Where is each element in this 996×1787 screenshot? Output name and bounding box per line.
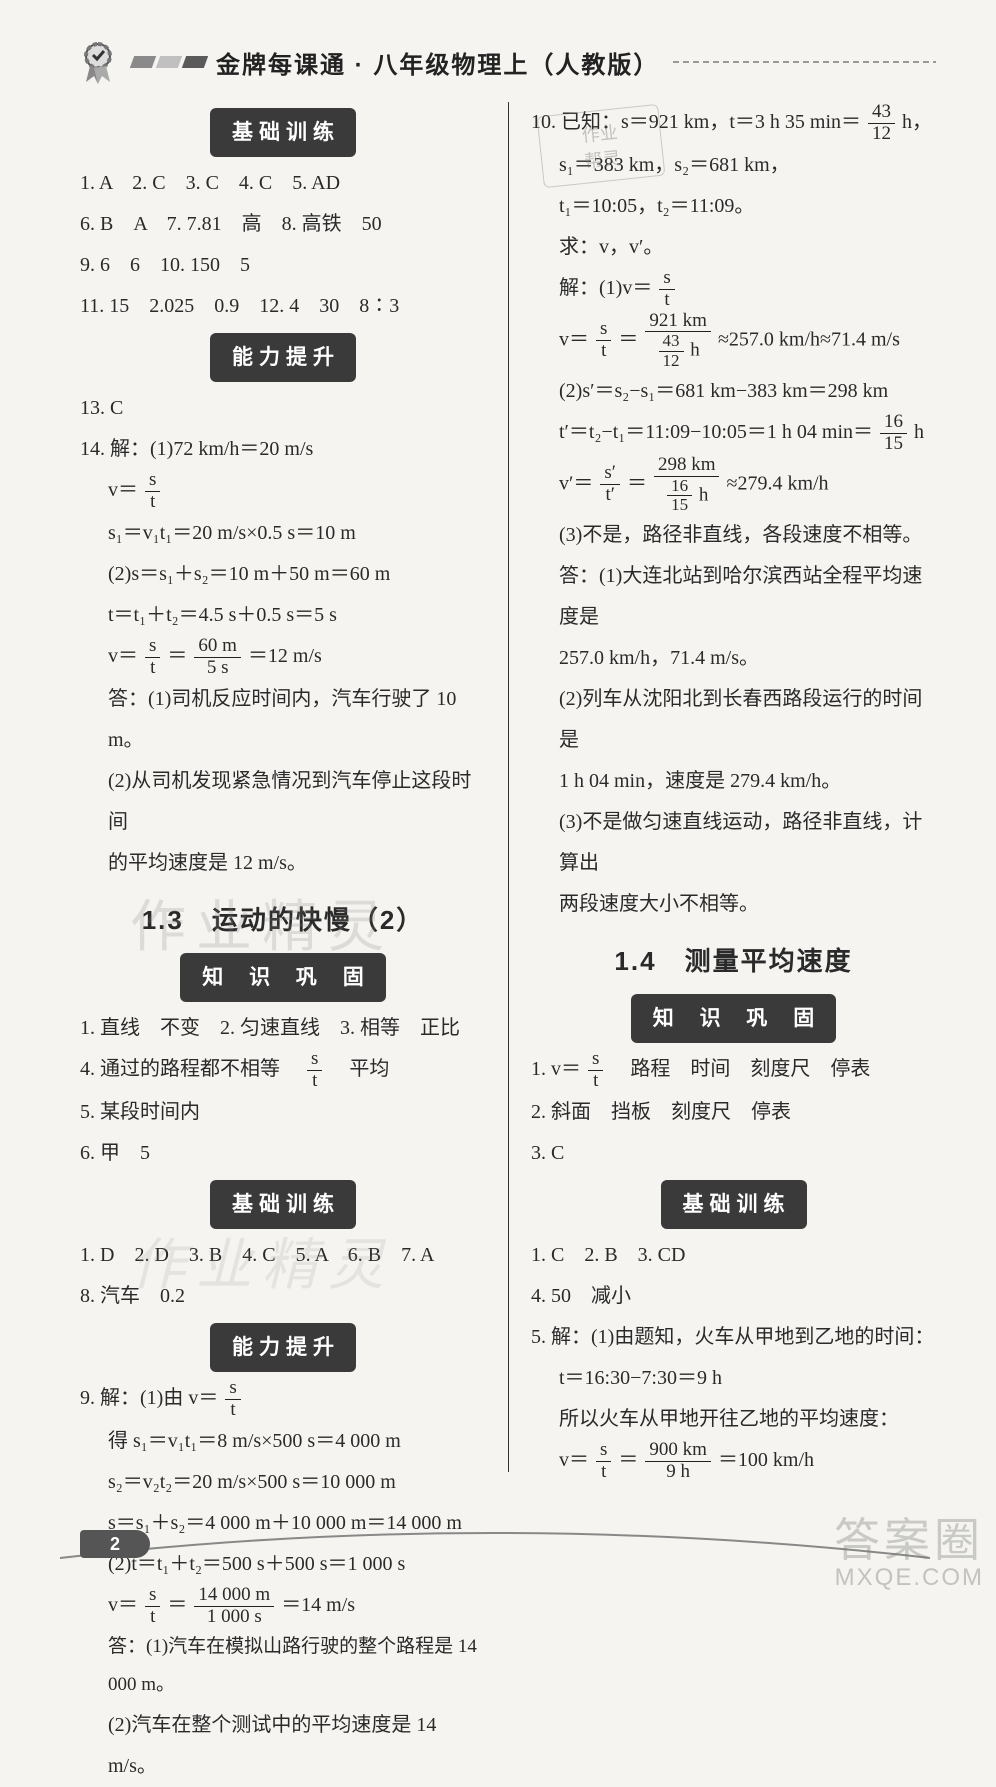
chip-zhishi-2: 知 识 巩 固 <box>631 994 837 1043</box>
fraction: st <box>588 1049 603 1092</box>
text-line: 5. 某段时间内 <box>80 1092 486 1133</box>
text-line: (2)列车从沈阳北到长春西路段运行的时间是 <box>531 679 936 761</box>
text-line: 14. 解：(1)72 km/h＝20 m/s <box>80 429 486 470</box>
chip-nengli-2: 能力提升 <box>210 1323 356 1372</box>
fraction: st <box>225 1378 240 1421</box>
fraction: 60 m5 s <box>194 636 241 679</box>
text-line: s₂＝v₂t₂＝20 m/s×500 s＝10 000 m <box>80 1462 486 1503</box>
header-rule <box>673 61 936 63</box>
text-line: 求：v，v′。 <box>531 227 936 268</box>
formula-line: 4. 通过的路程都不相等 st 平均 <box>80 1049 486 1092</box>
text-line: (2)从司机发现紧急情况到汽车停止这段时间 <box>80 761 486 843</box>
subhead-1-4: 1.4 测量平均速度 <box>531 935 936 988</box>
text-line: 13. C <box>80 388 486 429</box>
formula-line: v＝ st ＝ 921 km 4312 h ≈257.0 km/h≈71.4 m… <box>531 311 936 371</box>
text-line: 的平均速度是 12 m/s。 <box>80 843 486 884</box>
text-line: 所以火车从甲地开往乙地的平均速度： <box>531 1399 936 1440</box>
text-line: 答：(1)大连北站到哈尔滨西站全程平均速度是 <box>531 556 936 638</box>
header-title: 金牌每课通 · 八年级物理上（人教版） <box>216 45 659 80</box>
text-line: 257.0 km/h，71.4 m/s。 <box>531 638 936 679</box>
formula-line: v＝ st <box>80 470 486 513</box>
fraction: 14 000 m1 000 s <box>194 1585 274 1628</box>
page: 金牌每课通 · 八年级物理上（人教版） 作业 帮灵 作业精灵 作业精灵 基础训练… <box>0 0 996 1600</box>
text-line: t₁＝10:05，t₂＝11:09。 <box>531 186 936 227</box>
fraction: 900 km9 h <box>645 1440 711 1483</box>
formula-line: v＝ st ＝ 14 000 m1 000 s ＝14 m/s <box>80 1585 486 1628</box>
formula-line: 10. 已知：s＝921 km，t＝3 h 35 min＝ 4312 h， <box>531 102 936 145</box>
page-number: 2 <box>80 1530 150 1558</box>
content-columns: 基础训练 1. A 2. C 3. C 4. C 5. AD 6. B A 7.… <box>80 102 936 1472</box>
text-line: 11. 15 2.025 0.9 12. 4 30 8∶3 <box>80 286 486 327</box>
formula-line: v＝ st ＝ 900 km9 h ＝100 km/h <box>531 1440 936 1483</box>
text-line: 1. C 2. B 3. CD <box>531 1235 936 1276</box>
fraction: s′t′ <box>600 463 620 506</box>
formula-line: 9. 解：(1)由 v＝ st <box>80 1378 486 1421</box>
subhead-1-3: 1.3 运动的快慢（2） <box>80 894 486 947</box>
chip-nengli-1: 能力提升 <box>210 333 356 382</box>
fraction: st <box>145 636 160 679</box>
formula-line: 1. v＝ st 路程 时间 刻度尺 停表 <box>531 1049 936 1092</box>
fraction: st <box>145 470 160 513</box>
footer: 2 <box>60 1518 936 1570</box>
footer-swoosh-icon <box>60 1518 936 1570</box>
text-line: 得 s₁＝v₁t₁＝8 m/s×500 s＝4 000 m <box>80 1421 486 1462</box>
left-column: 基础训练 1. A 2. C 3. C 4. C 5. AD 6. B A 7.… <box>80 102 508 1472</box>
fraction: st <box>596 319 611 362</box>
fraction: st <box>659 268 674 311</box>
text-line: 答：(1)汽车在模拟山路行驶的整个路程是 14 000 m。 <box>80 1628 486 1706</box>
formula-line: 解：(1)v＝ st <box>531 268 936 311</box>
chip-jichu-1: 基础训练 <box>210 108 356 157</box>
fraction: 4312 <box>868 102 895 145</box>
formula-line: v′＝ s′t′ ＝ 298 km 1615 h ≈279.4 km/h <box>531 455 936 515</box>
fraction: st <box>307 1049 322 1092</box>
chip-jichu-2: 基础训练 <box>210 1180 356 1229</box>
text-line: 1. 直线 不变 2. 匀速直线 3. 相等 正比 <box>80 1008 486 1049</box>
text-line: 6. B A 7. 7.81 高 8. 高铁 50 <box>80 204 486 245</box>
chip-jichu-3: 基础训练 <box>661 1180 807 1229</box>
text-line: 1 h 04 min，速度是 279.4 km/h。 <box>531 761 936 802</box>
fraction: st <box>145 1585 160 1628</box>
text-line: s₁＝383 km，s₂＝681 km， <box>531 145 936 186</box>
text-line: (2)s＝s₁＋s₂＝10 m＋50 m＝60 m <box>80 554 486 595</box>
text-line: 6. 甲 5 <box>80 1133 486 1174</box>
text-line: t＝t₁＋t₂＝4.5 s＋0.5 s＝5 s <box>80 595 486 636</box>
fraction-nested: 921 km 4312 h <box>645 311 711 371</box>
header-stripes <box>132 56 206 68</box>
text-line: 两段速度大小不相等。 <box>531 884 936 925</box>
text-line: 1. D 2. D 3. B 4. C 5. A 6. B 7. A <box>80 1235 486 1276</box>
text-line: 3. C <box>531 1133 936 1174</box>
chip-zhishi-1: 知 识 巩 固 <box>180 953 386 1002</box>
text-line: t＝16:30−7:30＝9 h <box>531 1358 936 1399</box>
ribbon-badge-icon <box>80 40 124 84</box>
text-line: 4. 50 减小 <box>531 1276 936 1317</box>
text-line: (2)汽车在整个测试中的平均速度是 14 m/s。 <box>80 1705 486 1787</box>
right-column: 10. 已知：s＝921 km，t＝3 h 35 min＝ 4312 h， s₁… <box>508 102 936 1472</box>
text-line: 2. 斜面 挡板 刻度尺 停表 <box>531 1092 936 1133</box>
text-line: 8. 汽车 0.2 <box>80 1276 486 1317</box>
text-line: s₁＝v₁t₁＝20 m/s×0.5 s＝10 m <box>80 513 486 554</box>
fraction: st <box>596 1440 611 1483</box>
fraction: 1615 <box>880 412 907 455</box>
formula-line: t′＝t₂−t₁＝11:09−10:05＝1 h 04 min＝ 1615 h <box>531 412 936 455</box>
text-line: (3)不是，路径非直线，各段速度不相等。 <box>531 515 936 556</box>
text-line: (3)不是做匀速直线运动，路径非直线，计算出 <box>531 802 936 884</box>
text-line: 1. A 2. C 3. C 4. C 5. AD <box>80 163 486 204</box>
formula-line: v＝ st ＝ 60 m5 s ＝12 m/s <box>80 636 486 679</box>
text-line: (2)s′＝s₂−s₁＝681 km−383 km＝298 km <box>531 371 936 412</box>
text-line: 5. 解：(1)由题知，火车从甲地到乙地的时间： <box>531 1317 936 1358</box>
fraction-nested: 298 km 1615 h <box>654 455 720 515</box>
page-header: 金牌每课通 · 八年级物理上（人教版） <box>80 40 936 84</box>
text-line: 答：(1)司机反应时间内，汽车行驶了 10 m。 <box>80 679 486 761</box>
text-line: 9. 6 6 10. 150 5 <box>80 245 486 286</box>
